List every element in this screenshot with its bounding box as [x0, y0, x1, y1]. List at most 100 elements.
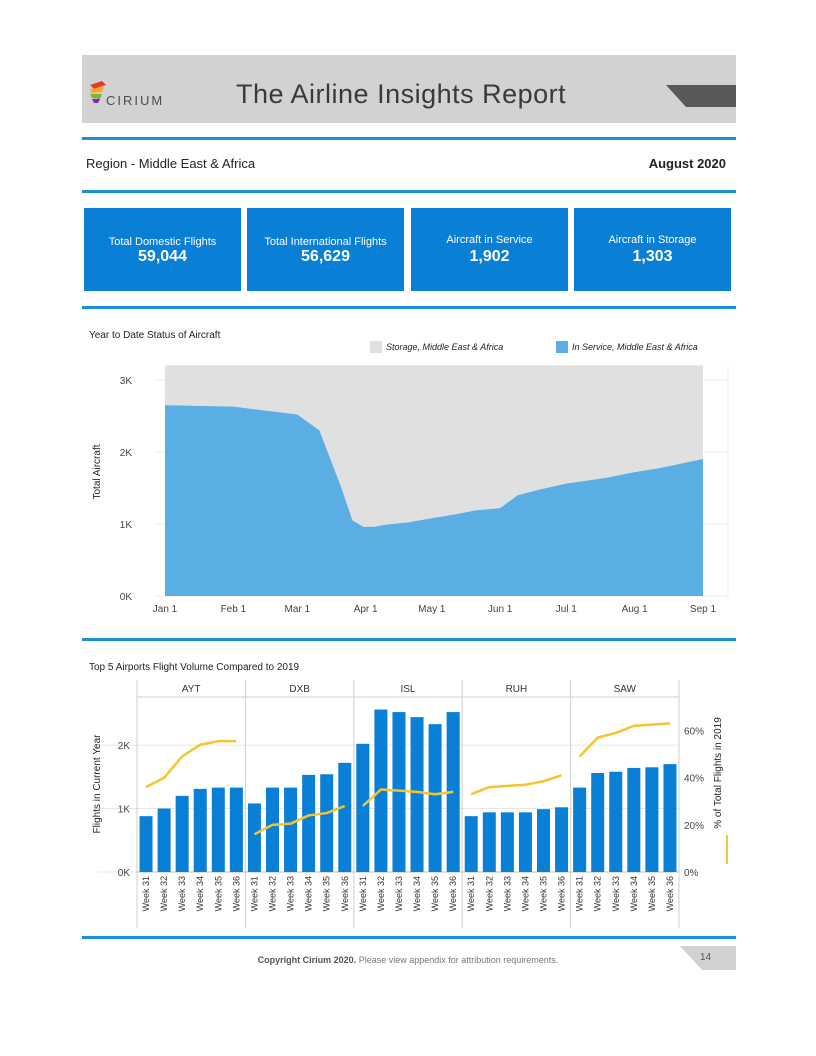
bar [482, 812, 496, 872]
x-tick-label: Apr 1 [354, 604, 378, 615]
y2-axis-label: % of Total Flights in 2019 [713, 717, 724, 829]
report-month: August 2020 [648, 156, 726, 171]
week-tick-label: Week 35 [430, 876, 440, 911]
page-number: 14 [700, 952, 712, 963]
facet-label: AYT [182, 684, 201, 695]
week-tick-label: Week 34 [304, 876, 314, 911]
week-tick-label: Week 31 [575, 876, 585, 911]
bar [518, 812, 532, 872]
week-tick-label: Week 32 [159, 876, 169, 911]
bar [537, 809, 550, 872]
kpi-label: Total International Flights [264, 236, 387, 248]
bar [284, 787, 298, 872]
week-tick-label: Week 32 [484, 876, 494, 911]
week-tick-label: Week 36 [231, 876, 241, 911]
region-label: Region - Middle East & Africa [86, 156, 256, 171]
y-tick-label: 1K [120, 520, 133, 531]
week-tick-label: Week 33 [502, 876, 512, 911]
week-tick-label: Week 36 [340, 876, 350, 911]
bar [645, 767, 659, 872]
bar [627, 767, 641, 872]
kpi-value: 59,044 [138, 248, 187, 265]
y-tick-label: 1K [118, 805, 131, 816]
bar [663, 764, 677, 872]
bar [410, 717, 424, 872]
facet-label: SAW [614, 684, 637, 695]
week-tick-label: Week 33 [286, 876, 296, 911]
kpi-value: 1,303 [632, 248, 673, 265]
week-tick-label: Week 33 [177, 876, 187, 911]
bar [555, 807, 569, 872]
divider [82, 137, 736, 140]
week-tick-label: Week 33 [394, 876, 404, 911]
week-tick-label: Week 36 [448, 876, 458, 911]
week-tick-label: Week 31 [466, 876, 476, 911]
page-number-tab: 14 [680, 946, 736, 970]
divider [82, 936, 736, 939]
bar [591, 773, 605, 872]
bar [428, 724, 442, 872]
kpi-label: Total Domestic Flights [108, 236, 217, 248]
y2-tick-label: 0% [684, 868, 699, 879]
y-axis-label: Flights in Current Year [92, 734, 103, 834]
facet-label: DXB [289, 684, 310, 695]
legend-swatch-storage [370, 341, 382, 353]
y2-tick-label: 40% [684, 774, 704, 785]
week-tick-label: Week 34 [629, 876, 639, 911]
week-tick-label: Week 35 [322, 876, 332, 911]
x-tick-label: Mar 1 [285, 604, 311, 615]
pct-line [361, 788, 454, 807]
page-title: The Airline Insights Report [236, 79, 567, 109]
bar [266, 787, 279, 872]
kpi-aircraft-in-service: Aircraft in Service 1,902 [411, 208, 568, 291]
week-tick-label: Week 34 [195, 876, 205, 911]
legend-swatch-in-service [556, 341, 568, 353]
x-tick-label: Sep 1 [690, 604, 717, 615]
pct-line [145, 739, 237, 789]
y-tick-label: 2K [120, 448, 133, 459]
week-tick-label: Week 34 [520, 876, 530, 911]
bar [229, 787, 243, 872]
bar [356, 743, 370, 872]
week-tick-label: Week 36 [665, 876, 675, 911]
week-tick-label: Week 32 [593, 876, 603, 911]
week-tick-label: Week 34 [412, 876, 422, 911]
bar [211, 787, 225, 872]
week-tick-label: Week 31 [358, 876, 368, 911]
week-tick-label: Week 35 [213, 876, 223, 911]
bar [320, 774, 334, 872]
bar [193, 788, 207, 872]
week-tick-label: Week 36 [557, 876, 567, 911]
copyright-bold: Copyright Cirium 2020. [257, 955, 357, 965]
pct-line [253, 804, 346, 836]
y2-tick-label: 20% [684, 821, 704, 832]
bar [139, 816, 153, 872]
page-tab-shape [680, 946, 736, 970]
aircraft-status-area-chart: 0K 1K 2K 3K Jan 1 Feb 1 Mar 1 Apr 1 May 1 Jun 1 Ju… [92, 341, 729, 615]
header-tab-shape [666, 85, 736, 107]
bar [392, 712, 406, 872]
week-tick-label: Week 31 [141, 876, 151, 911]
divider [82, 638, 736, 641]
facet-label: RUH [506, 684, 528, 695]
bar [175, 795, 189, 872]
bar [302, 774, 316, 872]
bar [157, 808, 171, 872]
airport-volume-bar-chart: 0K 1K 2K 0% 20% 40% 60% AYT Week 31 Week 32 Week 3… [92, 680, 728, 928]
x-tick-label: Jun 1 [488, 604, 513, 615]
copyright-rest: Please view appendix for attribution req… [356, 955, 559, 965]
bar [573, 787, 587, 872]
kpi-label: Aircraft in Storage [608, 234, 697, 246]
facet-label: ISL [400, 684, 415, 695]
y-axis-label: Total Aircraft [92, 444, 103, 499]
bar-chart-title: Top 5 Airports Flight Volume Compared to… [89, 662, 300, 673]
legend-label: Storage, Middle East & Africa [386, 342, 503, 352]
divider [82, 190, 736, 193]
divider [82, 306, 736, 309]
footer-copyright: Copyright Cirium 2020. Please view appen… [0, 955, 816, 965]
x-tick-label: May 1 [418, 604, 446, 615]
week-tick-label: Week 35 [647, 876, 657, 911]
week-tick-label: Week 31 [249, 876, 259, 911]
kpi-aircraft-in-storage: Aircraft in Storage 1,303 [574, 208, 731, 291]
bar [464, 816, 478, 872]
